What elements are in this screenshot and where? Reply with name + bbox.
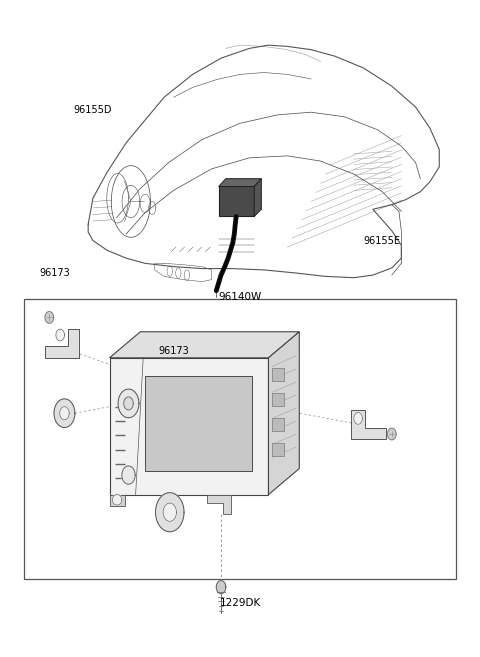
Polygon shape: [109, 332, 300, 358]
Text: 96173: 96173: [39, 268, 71, 278]
Bar: [272, 443, 284, 455]
Polygon shape: [207, 495, 230, 514]
Polygon shape: [354, 413, 362, 424]
Bar: [24, 299, 456, 579]
Polygon shape: [56, 329, 64, 341]
Bar: [272, 393, 284, 406]
Bar: [145, 376, 252, 470]
Polygon shape: [124, 397, 133, 410]
Polygon shape: [387, 428, 396, 440]
Polygon shape: [54, 399, 75, 428]
Polygon shape: [254, 179, 261, 216]
Text: 96155E: 96155E: [364, 236, 401, 246]
Polygon shape: [45, 328, 79, 358]
Polygon shape: [109, 358, 268, 495]
Bar: [272, 418, 284, 431]
Polygon shape: [156, 493, 184, 532]
Polygon shape: [351, 410, 385, 440]
Polygon shape: [216, 581, 226, 594]
Polygon shape: [45, 311, 54, 323]
Polygon shape: [219, 179, 261, 187]
Bar: [272, 368, 284, 381]
Text: 96140W: 96140W: [218, 292, 262, 302]
Text: 96173: 96173: [158, 346, 189, 356]
Polygon shape: [163, 503, 177, 521]
Polygon shape: [118, 389, 139, 418]
Text: 1229DK: 1229DK: [219, 599, 261, 608]
Polygon shape: [219, 187, 254, 216]
Polygon shape: [122, 466, 135, 484]
Polygon shape: [268, 332, 300, 495]
Polygon shape: [60, 407, 69, 420]
Polygon shape: [112, 495, 122, 505]
Text: 96155D: 96155D: [73, 105, 112, 115]
Polygon shape: [109, 495, 125, 506]
